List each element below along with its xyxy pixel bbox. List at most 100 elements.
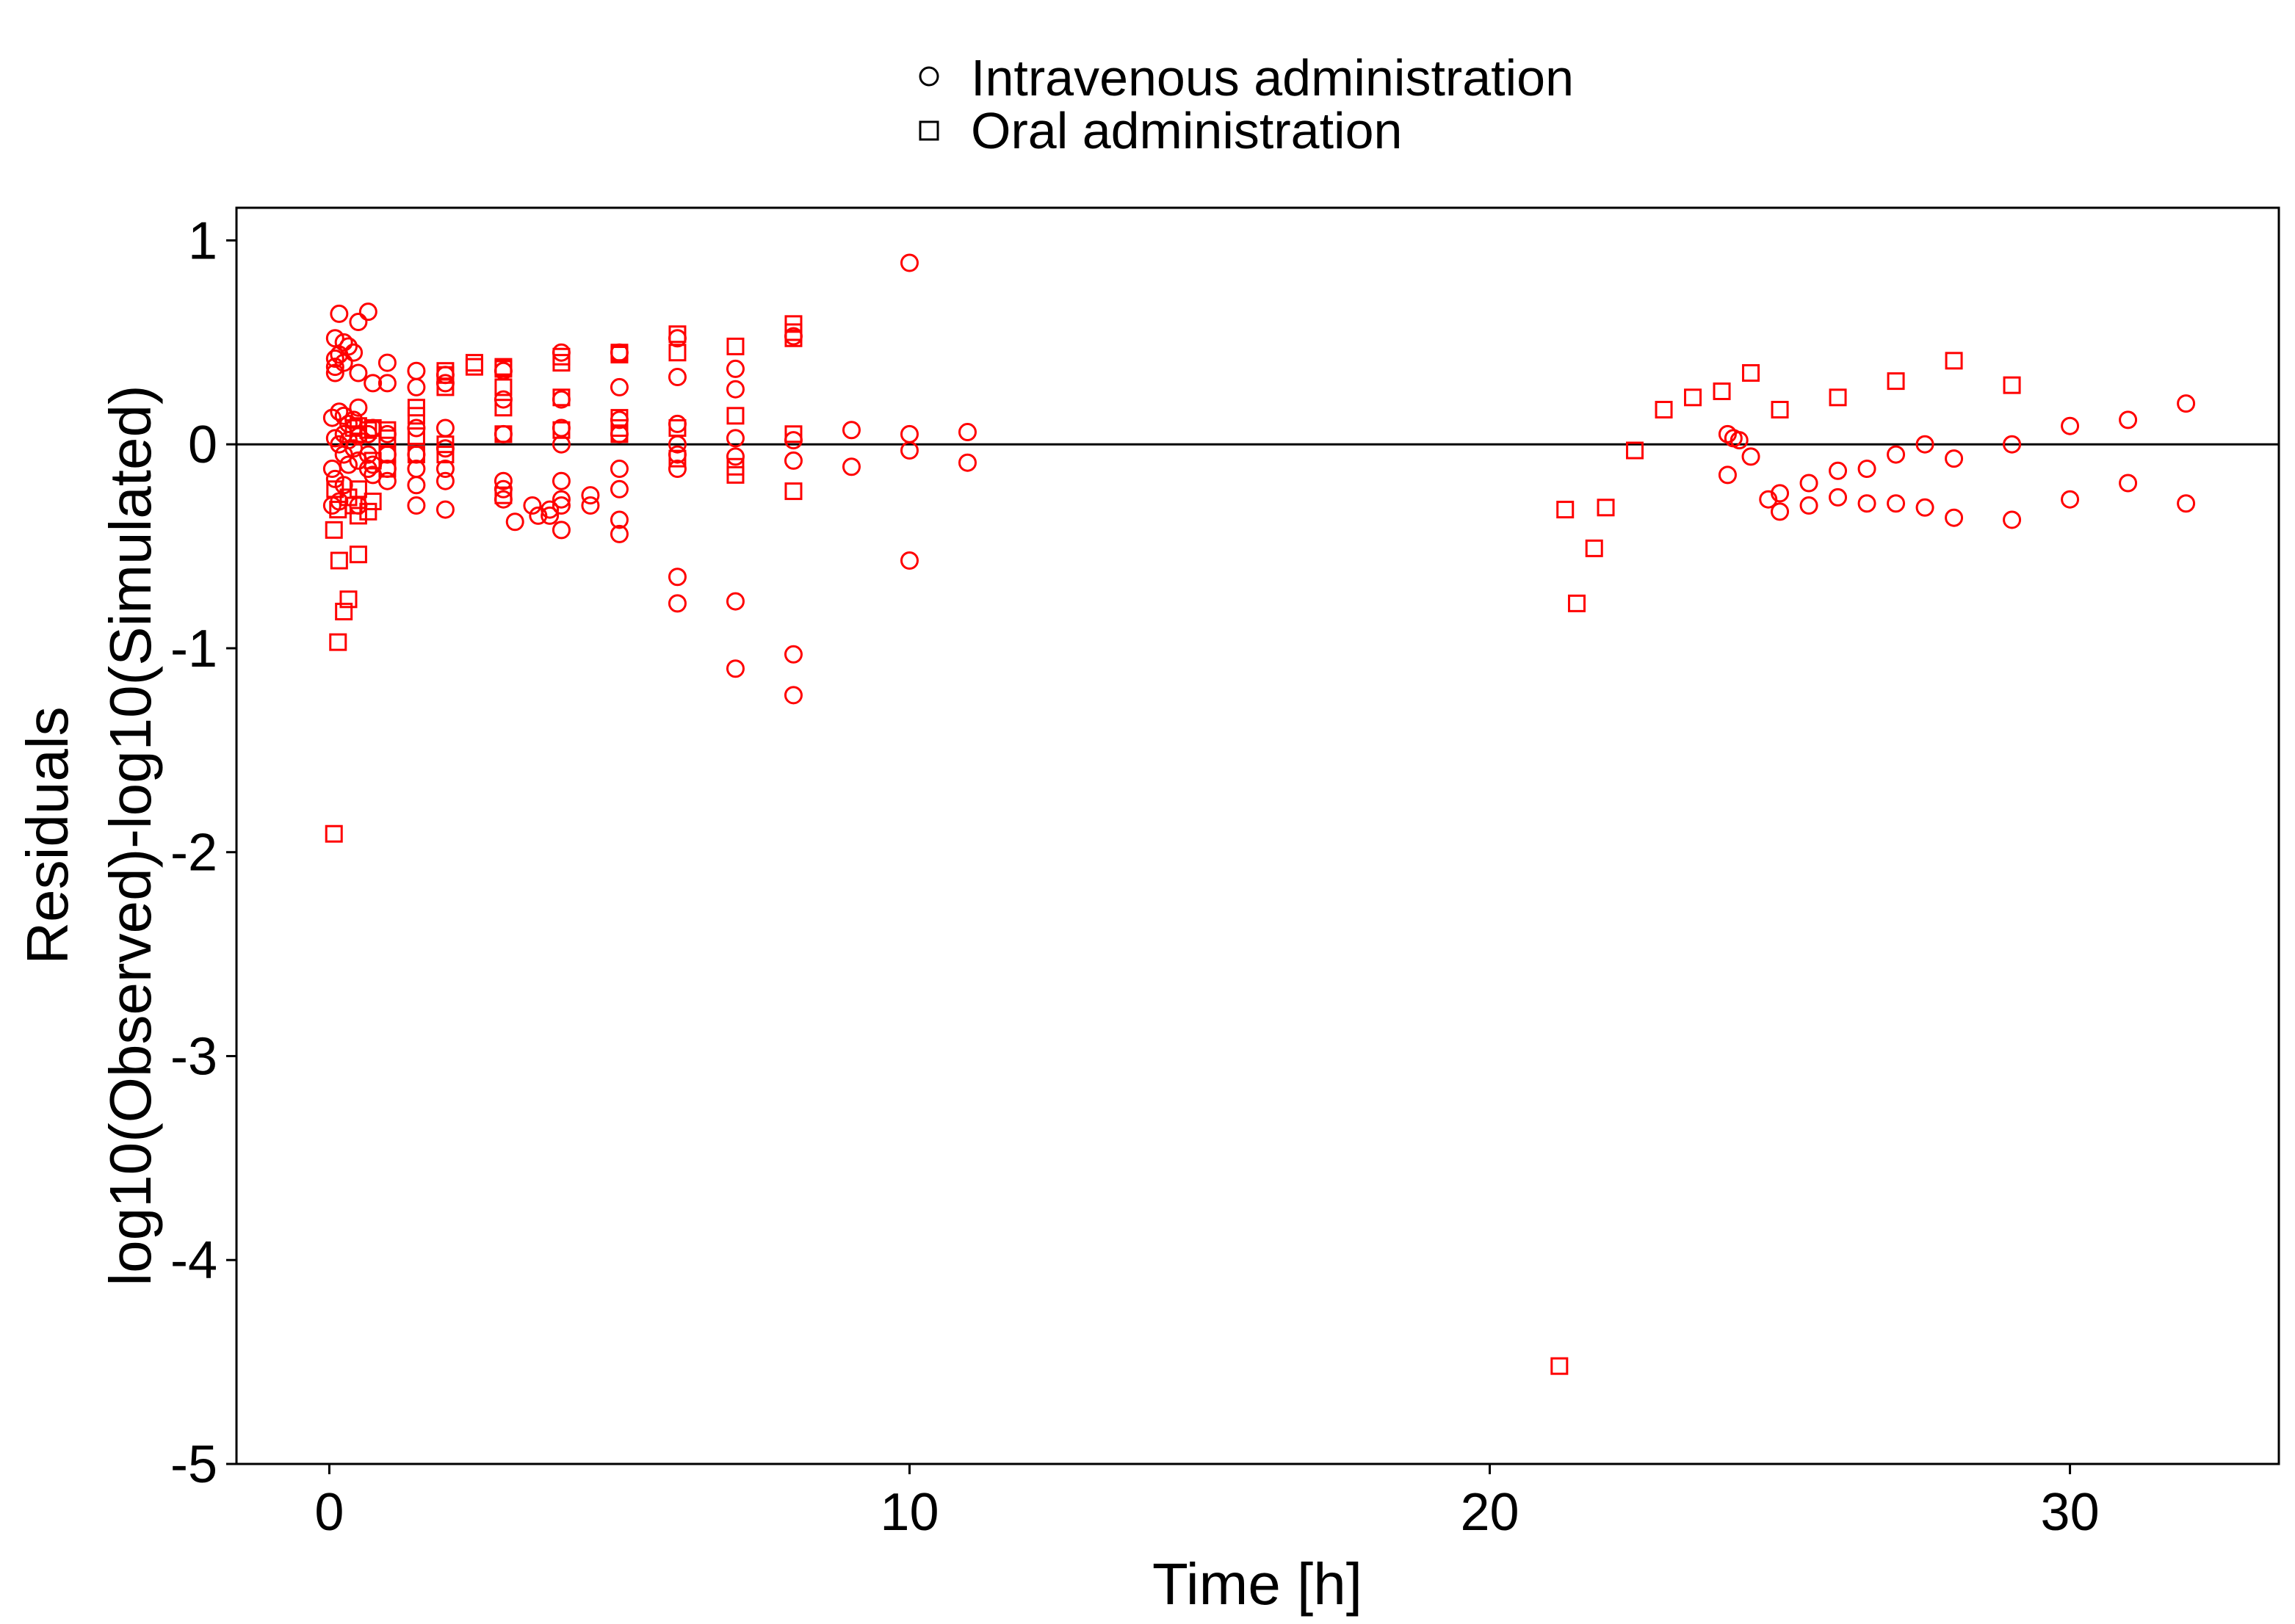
data-point-circle	[552, 435, 571, 454]
data-point-circle	[1771, 502, 1790, 521]
data-point-square	[329, 633, 347, 651]
legend-square-marker	[919, 120, 939, 141]
data-point-circle	[494, 471, 513, 490]
data-point-circle	[552, 490, 571, 509]
data-point-circle	[2119, 410, 2138, 429]
data-point-circle	[505, 512, 524, 532]
y-axis: -5 -4 -3 -2 -1 0 1	[170, 211, 236, 1494]
data-point-square	[407, 427, 425, 446]
data-point-circle	[581, 486, 600, 505]
data-point-circle	[334, 333, 353, 352]
data-point-square	[1829, 388, 1847, 407]
data-point-circle	[1857, 494, 1876, 513]
data-point-circle	[552, 521, 571, 540]
y-axis-title-line2: log10(Observed)-log10(Simulated)	[98, 385, 163, 1286]
data-point-square	[1713, 382, 1731, 400]
data-point-circle	[2177, 394, 2196, 413]
x-axis-title: Time [h]	[1152, 1551, 1362, 1617]
data-point-square	[494, 486, 513, 504]
data-point-circle	[726, 359, 745, 378]
data-point-square	[552, 354, 571, 372]
legend-circle-marker	[919, 66, 939, 87]
data-point-circle	[1799, 496, 1818, 515]
data-point-square	[668, 449, 687, 468]
y-tick-label: -1	[170, 620, 217, 678]
data-point-circle	[349, 398, 368, 417]
data-point-circle	[334, 353, 353, 372]
data-point-circle	[2061, 490, 2080, 509]
x-tick-label: 30	[2041, 1483, 2100, 1542]
data-point-square	[1550, 1357, 1569, 1375]
legend: Intravenous administration Oral administ…	[919, 49, 1574, 159]
data-point-square	[494, 378, 513, 396]
data-point-circle	[2119, 474, 2138, 493]
data-point-circle	[610, 377, 629, 396]
data-point-circle	[339, 337, 358, 356]
data-point-square	[359, 421, 377, 439]
data-point-circle	[364, 374, 383, 393]
data-point-square	[1568, 594, 1586, 612]
data-point-circle	[668, 368, 687, 387]
data-point-circle	[726, 592, 745, 611]
data-point-circle	[349, 363, 368, 383]
data-point-circle	[523, 496, 542, 515]
data-point-circle	[552, 496, 571, 515]
data-point-square	[1887, 372, 1905, 391]
data-point-square	[784, 425, 803, 443]
data-point-square	[552, 421, 571, 439]
data-point-circle	[726, 659, 745, 678]
data-point-square	[436, 446, 455, 464]
data-point-square	[436, 366, 455, 384]
y-tick-label: -5	[170, 1435, 217, 1494]
data-point-circle	[330, 402, 349, 421]
data-point-square	[726, 465, 745, 484]
data-point-square	[359, 502, 377, 521]
data-point-circle	[435, 460, 455, 479]
y-tick-label: 0	[188, 416, 217, 474]
x-tick-label: 0	[314, 1483, 344, 1542]
data-point-circle	[1741, 447, 1760, 466]
data-point-square	[330, 551, 348, 570]
y-tick-label: -2	[170, 824, 217, 882]
data-point-square	[378, 460, 397, 478]
data-point-square	[668, 344, 687, 362]
data-point-circle	[407, 377, 426, 396]
data-point-circle	[784, 645, 803, 664]
data-point-circle	[1915, 498, 1934, 517]
x-axis: 0 10 20 30	[314, 1464, 2100, 1542]
data-point-circle	[407, 476, 426, 495]
legend-label-intravenous: Intravenous administration	[971, 49, 1574, 106]
data-point-circle	[2061, 416, 2080, 435]
y-axis-title-line1: Residuals	[15, 706, 80, 964]
data-point-circle	[358, 445, 377, 464]
data-point-circle	[900, 441, 919, 460]
data-point-square	[552, 388, 571, 407]
data-point-square	[436, 435, 455, 454]
data-point-circle	[1718, 465, 1737, 485]
data-point-circle	[377, 374, 397, 393]
data-point-circle	[541, 500, 560, 519]
data-point-circle	[668, 594, 687, 613]
data-point-square	[1742, 363, 1760, 382]
data-point-circle	[552, 471, 571, 490]
data-point-circle	[1829, 461, 1848, 480]
data-point-circle	[1887, 494, 1906, 513]
data-point-circle	[330, 304, 349, 323]
y-tick-label: -4	[170, 1231, 217, 1290]
data-point-square	[349, 480, 367, 499]
data-point-square	[349, 545, 367, 564]
data-point-square	[1585, 539, 1603, 557]
data-point-circle	[1771, 484, 1790, 503]
data-point-circle	[784, 451, 803, 470]
data-point-square	[610, 425, 629, 443]
series-square-points	[325, 315, 2021, 1375]
data-point-square	[465, 358, 483, 376]
data-point-circle	[900, 551, 919, 570]
data-point-circle	[325, 358, 344, 377]
data-point-square	[1655, 400, 1673, 418]
data-point-circle	[435, 471, 455, 490]
data-point-square	[325, 824, 343, 843]
data-point-circle	[339, 455, 358, 474]
data-point-square	[610, 345, 629, 363]
